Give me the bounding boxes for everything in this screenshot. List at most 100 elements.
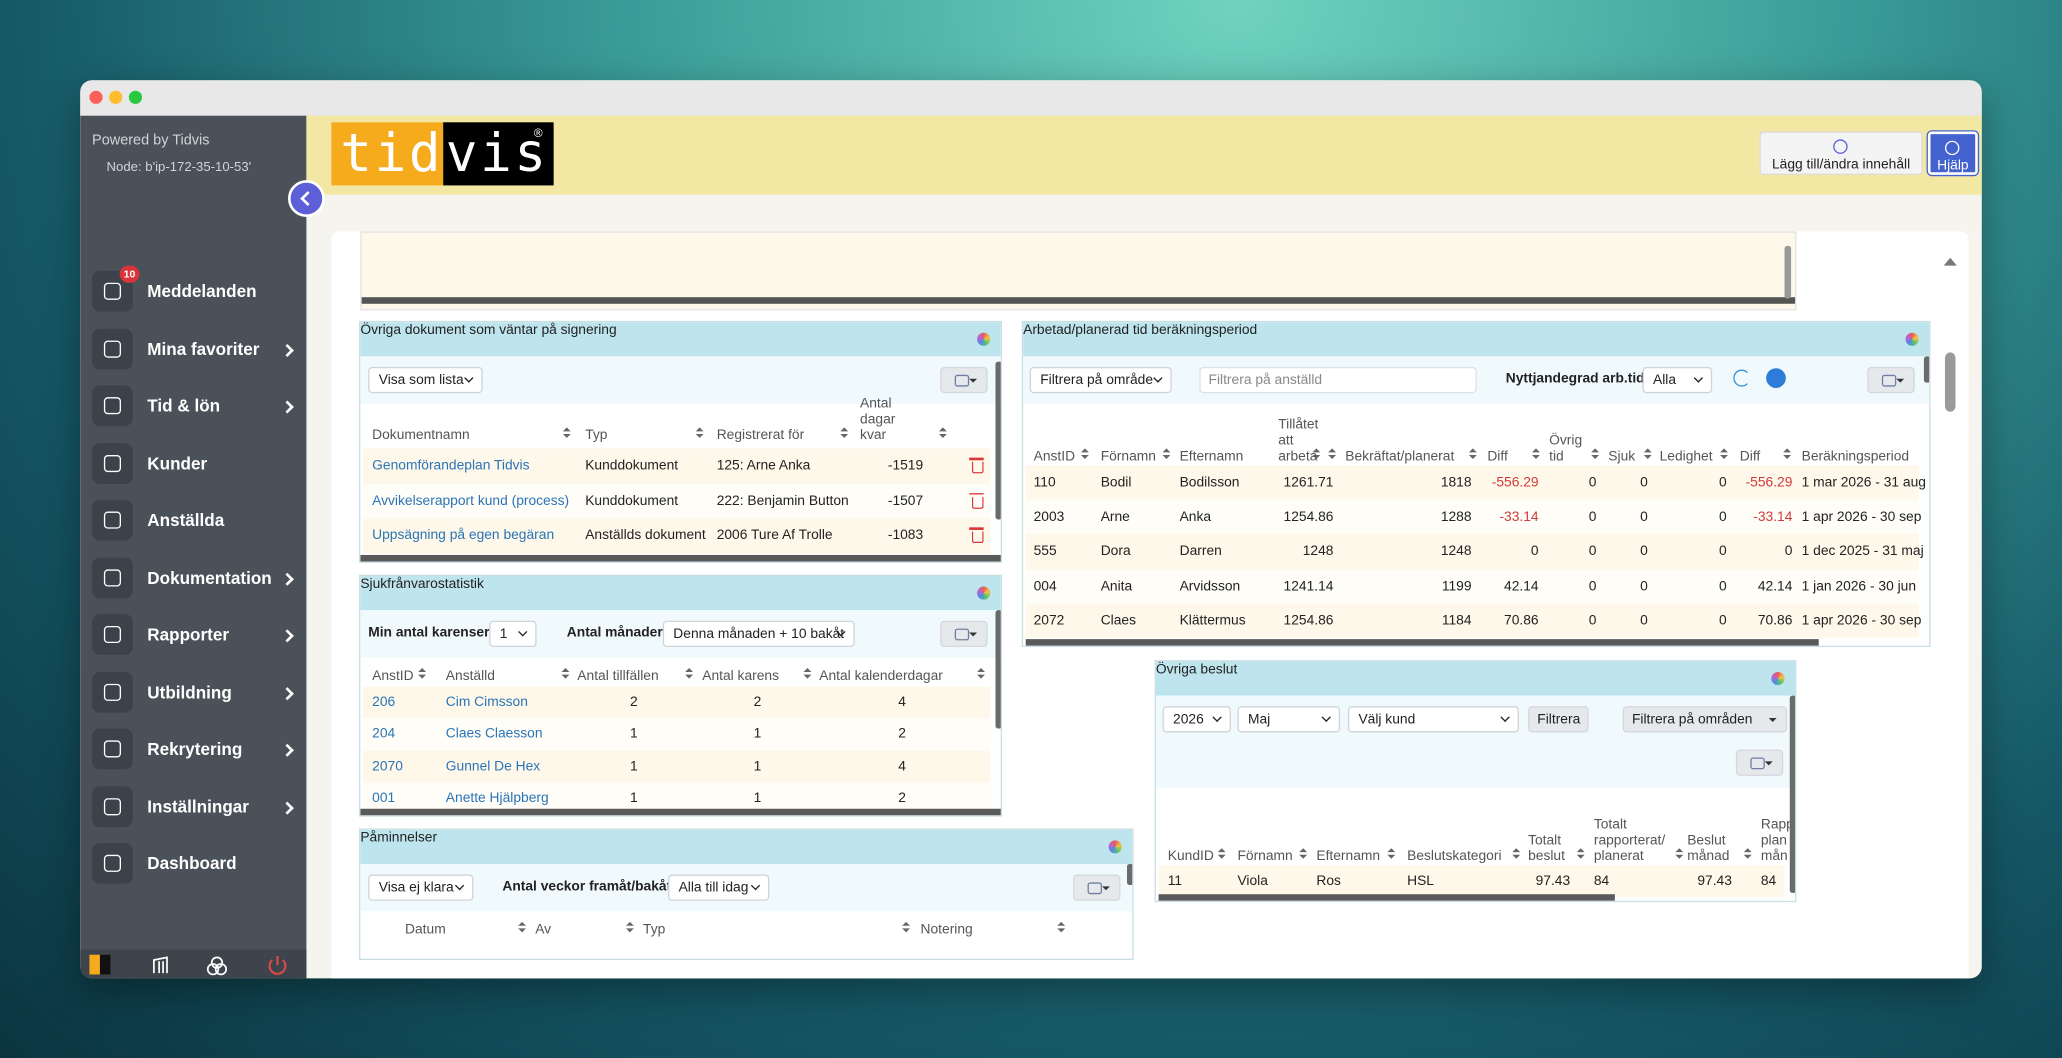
print-button[interactable]: [1735, 749, 1784, 776]
building-icon[interactable]: [153, 956, 168, 974]
logo[interactable]: vis: [443, 122, 554, 186]
menu-item[interactable]: Utbildning: [80, 671, 306, 713]
table-cell[interactable]: Claes Claesson: [445, 726, 543, 743]
menu-item[interactable]: Kunder: [80, 442, 306, 485]
scrollbar[interactable]: [995, 610, 1001, 729]
column-header[interactable]: Dokumentnamn: [372, 427, 470, 444]
table-cell[interactable]: Uppsägning på egen begäran: [372, 527, 555, 544]
column-header[interactable]: Sjuk: [1608, 448, 1636, 465]
scrollbar[interactable]: [1923, 356, 1930, 383]
zoom-dot[interactable]: [128, 90, 143, 104]
select-control[interactable]: Visa ej klara: [368, 874, 474, 901]
table-cell[interactable]: Avvikelserapport kund (process): [372, 492, 570, 509]
column-header[interactable]: Registrerat för: [716, 427, 805, 444]
color-picker[interactable]: [1108, 840, 1122, 854]
circles-icon[interactable]: [206, 956, 228, 976]
dropdown-control[interactable]: Filtrera på områden: [1622, 706, 1788, 733]
scrollbar[interactable]: [1126, 863, 1133, 886]
print-button[interactable]: [1867, 366, 1915, 394]
scrollbar[interactable]: [361, 297, 1796, 304]
scrollbar[interactable]: [1789, 695, 1796, 893]
print-button[interactable]: [940, 366, 988, 394]
column-header[interactable]: Beslutskategori: [1407, 848, 1502, 864]
info-icon[interactable]: [1766, 368, 1786, 388]
color-picker[interactable]: [977, 332, 991, 346]
column-header[interactable]: Typ: [643, 921, 666, 938]
column-header[interactable]: Totalt rapporterat/ planerat: [1593, 816, 1666, 864]
column-header[interactable]: Beslut månad: [1687, 832, 1730, 864]
color-picker[interactable]: [977, 586, 991, 600]
table-cell[interactable]: Anette Hjälpberg: [445, 790, 549, 806]
column-header[interactable]: Förnamn: [1237, 848, 1293, 864]
column-header[interactable]: KundID: [1167, 848, 1214, 864]
column-header[interactable]: Totalt beslut: [1528, 832, 1565, 864]
collapse-button[interactable]: [287, 180, 325, 217]
select-control[interactable]: 1: [489, 620, 537, 648]
column-header[interactable]: Beräkningsperiod: [1801, 448, 1910, 465]
table-cell[interactable]: Cim Cimsson: [445, 694, 528, 711]
select-control[interactable]: Alla: [1642, 366, 1713, 394]
column-header[interactable]: Diff: [1739, 448, 1761, 465]
scrollbar[interactable]: [360, 554, 1001, 562]
select-control[interactable]: Denna månaden + 10 bakåt: [662, 620, 855, 648]
input-control[interactable]: Filtrera på anställd: [1199, 366, 1477, 394]
select-control[interactable]: Alla till idag: [668, 874, 770, 901]
scrollbar[interactable]: [1158, 894, 1615, 901]
column-header[interactable]: AnstID: [372, 668, 414, 684]
column-header[interactable]: Notering: [920, 921, 973, 938]
column-header[interactable]: Efternamn: [1316, 848, 1381, 864]
menu-item[interactable]: Dashboard: [80, 842, 306, 885]
help-button[interactable]: Hjälp: [1926, 130, 1980, 177]
table-cell[interactable]: Gunnel De Hex: [445, 758, 541, 775]
scrollbar[interactable]: [995, 361, 1001, 520]
column-header[interactable]: Antal dagar kvar: [860, 395, 896, 444]
column-header[interactable]: Antal karens: [702, 668, 780, 684]
menu-item[interactable]: Meddelanden 10: [80, 265, 306, 313]
select-control[interactable]: Visa som lista: [368, 366, 483, 394]
column-header[interactable]: Tillåtet att arbeta: [1278, 416, 1319, 465]
menu-item[interactable]: Dokumentation: [80, 556, 306, 599]
color-picker[interactable]: [1771, 671, 1785, 686]
delete-icon[interactable]: [969, 492, 984, 509]
print-button[interactable]: [1073, 874, 1121, 901]
column-header[interactable]: Rapp plan mån: [1760, 816, 1794, 864]
column-header[interactable]: Av: [535, 921, 552, 938]
page-scrollbar[interactable]: [1944, 352, 1956, 412]
minimize-dot[interactable]: [109, 90, 123, 104]
select-control[interactable]: Välj kund: [1347, 706, 1519, 733]
menu-item[interactable]: Mina favoriter: [80, 328, 306, 370]
select-control[interactable]: 2026: [1162, 706, 1231, 733]
menu-item[interactable]: Rekrytering: [80, 728, 306, 771]
column-header[interactable]: AnstID: [1033, 448, 1076, 465]
select-control[interactable]: Filtrera på område: [1029, 366, 1172, 394]
table-cell[interactable]: Genomförandeplan Tidvis: [372, 457, 530, 474]
logo-mini[interactable]: [89, 954, 100, 975]
column-header[interactable]: Antal kalenderdagar: [819, 668, 943, 684]
menu-item[interactable]: Anställda: [80, 499, 306, 542]
power-icon[interactable]: [268, 956, 287, 975]
scrollbar[interactable]: [1025, 639, 1819, 646]
button-control[interactable]: Filtrera: [1528, 706, 1589, 733]
column-header[interactable]: Ledighet: [1659, 448, 1713, 465]
column-header[interactable]: Diff: [1487, 448, 1508, 465]
column-header[interactable]: Förnamn: [1100, 448, 1156, 465]
table-cell[interactable]: 206: [372, 694, 396, 711]
color-picker[interactable]: [1905, 332, 1919, 346]
menu-item[interactable]: Tid & lön: [80, 385, 306, 427]
menu-item[interactable]: Rapporter: [80, 614, 306, 656]
print-button[interactable]: [940, 620, 988, 648]
scrollbar[interactable]: [360, 808, 1001, 816]
menu-item[interactable]: Inställningar: [80, 785, 306, 828]
logo[interactable]: tid: [331, 122, 444, 186]
table-cell[interactable]: 2070: [372, 758, 403, 775]
edit-content-button[interactable]: Lägg till/ändra innehåll: [1759, 131, 1923, 175]
column-header[interactable]: Antal tillfällen: [577, 668, 659, 684]
scroll-up[interactable]: [1943, 257, 1957, 266]
table-cell[interactable]: 204: [372, 726, 396, 743]
delete-icon[interactable]: [969, 457, 984, 474]
column-header[interactable]: Bekräftat/planerat: [1345, 448, 1455, 465]
scrollbar[interactable]: [1784, 245, 1792, 299]
table-cell[interactable]: 001: [372, 790, 396, 806]
column-header[interactable]: Efternamn: [1179, 448, 1244, 465]
delete-icon[interactable]: [969, 527, 984, 544]
